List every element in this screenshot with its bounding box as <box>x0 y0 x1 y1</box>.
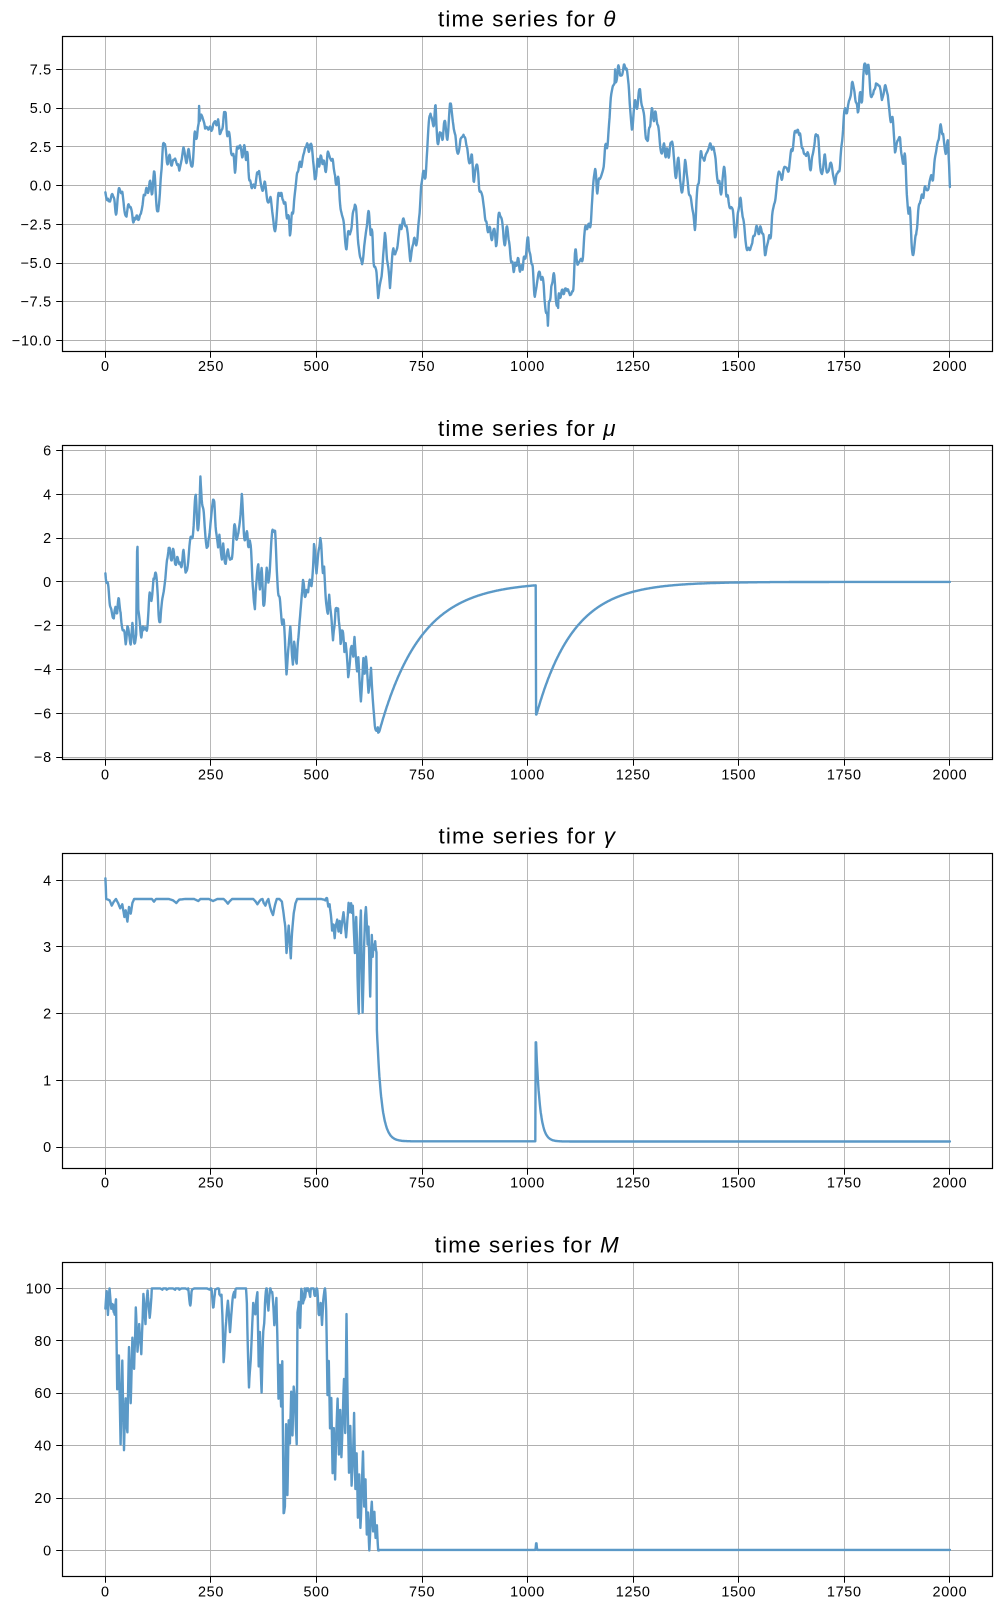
svg-text:1750: 1750 <box>827 1176 862 1192</box>
svg-text:5.0: 5.0 <box>30 101 52 117</box>
svg-text:1000: 1000 <box>510 1584 545 1600</box>
svg-text:2000: 2000 <box>932 767 967 783</box>
svg-text:750: 750 <box>409 1584 435 1600</box>
svg-text:1250: 1250 <box>616 1584 651 1600</box>
svg-text:60: 60 <box>34 1386 51 1402</box>
svg-text:1750: 1750 <box>827 359 862 375</box>
svg-text:1500: 1500 <box>721 1584 756 1600</box>
svg-text:−10.0: −10.0 <box>12 333 52 349</box>
svg-text:1500: 1500 <box>721 1176 756 1192</box>
svg-text:1750: 1750 <box>827 767 862 783</box>
svg-text:2000: 2000 <box>932 359 967 375</box>
svg-text:250: 250 <box>198 1176 224 1192</box>
svg-text:1500: 1500 <box>721 767 756 783</box>
svg-text:1000: 1000 <box>510 1176 545 1192</box>
svg-text:20: 20 <box>34 1491 51 1507</box>
svg-text:2: 2 <box>43 1007 52 1023</box>
svg-text:750: 750 <box>409 1176 435 1192</box>
svg-text:−2: −2 <box>34 619 52 635</box>
svg-text:80: 80 <box>34 1334 51 1350</box>
svg-text:1750: 1750 <box>827 1584 862 1600</box>
svg-text:−2.5: −2.5 <box>21 217 52 233</box>
svg-text:250: 250 <box>198 767 224 783</box>
svg-text:750: 750 <box>409 359 435 375</box>
svg-text:3: 3 <box>43 940 52 956</box>
svg-text:1000: 1000 <box>510 767 545 783</box>
svg-text:−8: −8 <box>34 750 52 766</box>
svg-text:40: 40 <box>34 1439 51 1455</box>
svg-text:0: 0 <box>101 1584 110 1600</box>
svg-text:6: 6 <box>43 443 52 459</box>
svg-text:time series for θ: time series for θ <box>438 7 617 32</box>
svg-text:0: 0 <box>101 767 110 783</box>
svg-text:1: 1 <box>43 1073 52 1089</box>
svg-text:500: 500 <box>303 1584 329 1600</box>
svg-text:0: 0 <box>43 1140 52 1156</box>
svg-text:0: 0 <box>43 1543 52 1559</box>
svg-text:0: 0 <box>101 1176 110 1192</box>
svg-text:1500: 1500 <box>721 359 756 375</box>
svg-text:1000: 1000 <box>510 359 545 375</box>
svg-text:500: 500 <box>303 359 329 375</box>
svg-text:time series for μ: time series for μ <box>438 416 617 441</box>
svg-text:0: 0 <box>43 575 52 591</box>
svg-text:750: 750 <box>409 767 435 783</box>
svg-text:7.5: 7.5 <box>30 63 52 79</box>
svg-text:500: 500 <box>303 1176 329 1192</box>
svg-text:1250: 1250 <box>616 359 651 375</box>
svg-text:time series for γ: time series for γ <box>439 824 617 849</box>
svg-text:−4: −4 <box>34 663 52 679</box>
svg-text:4: 4 <box>43 487 52 503</box>
svg-text:2000: 2000 <box>932 1584 967 1600</box>
svg-text:0: 0 <box>101 359 110 375</box>
svg-text:1250: 1250 <box>616 767 651 783</box>
svg-text:500: 500 <box>303 767 329 783</box>
svg-text:1250: 1250 <box>616 1176 651 1192</box>
svg-text:100: 100 <box>26 1281 52 1297</box>
svg-text:0.0: 0.0 <box>30 179 52 195</box>
svg-text:−7.5: −7.5 <box>21 295 52 311</box>
svg-text:250: 250 <box>198 359 224 375</box>
svg-text:250: 250 <box>198 1584 224 1600</box>
svg-text:−6: −6 <box>34 706 52 722</box>
svg-text:2000: 2000 <box>932 1176 967 1192</box>
svg-text:2.5: 2.5 <box>30 140 52 156</box>
svg-text:time series for M: time series for M <box>435 1233 620 1258</box>
svg-text:4: 4 <box>43 873 52 889</box>
svg-text:2: 2 <box>43 531 52 547</box>
svg-text:−5.0: −5.0 <box>21 256 52 272</box>
